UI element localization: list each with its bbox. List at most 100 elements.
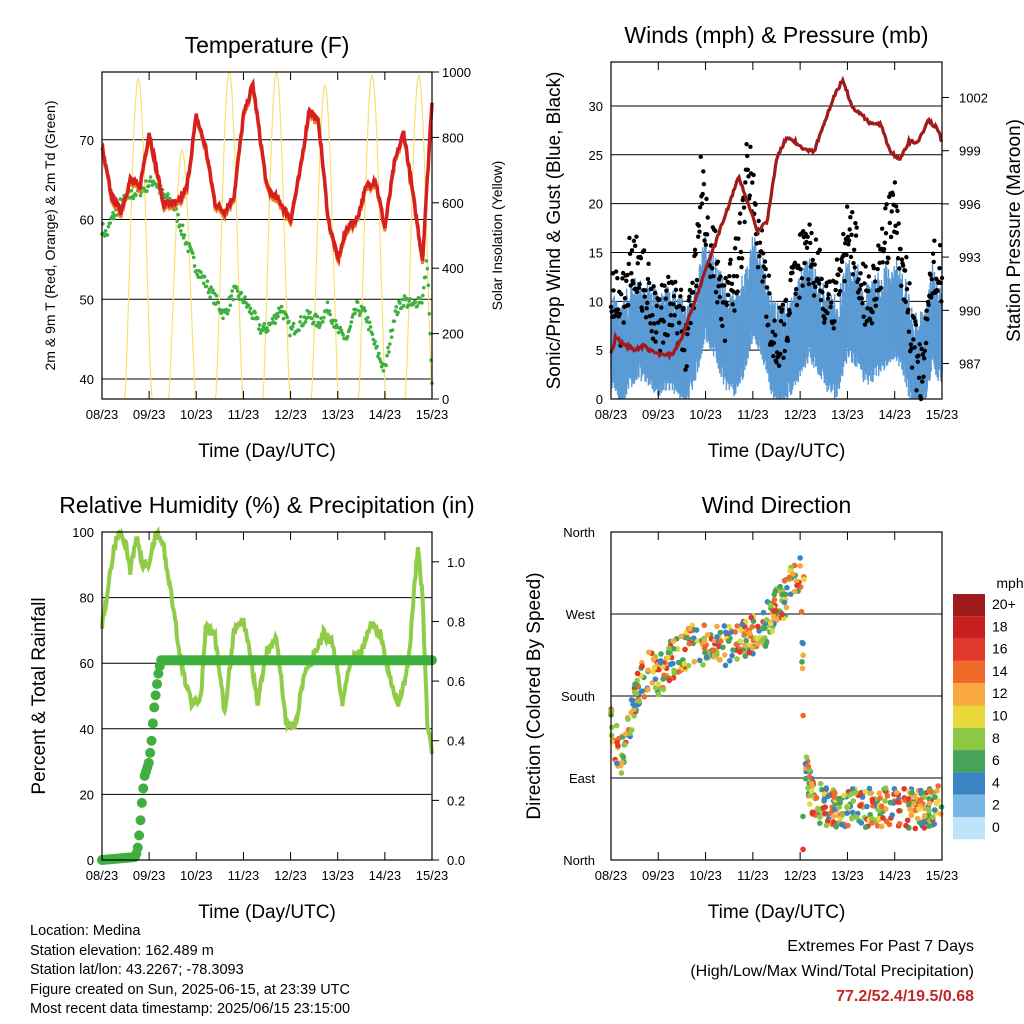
gust-point <box>799 276 805 281</box>
y-tick-label: East <box>569 771 595 786</box>
dewpoint-point <box>182 233 187 237</box>
precip-point <box>132 842 143 853</box>
dewpoint-point <box>266 328 270 333</box>
gust-point <box>807 222 812 227</box>
gust-point <box>632 243 638 249</box>
direction-point <box>769 628 776 635</box>
direction-point <box>625 716 631 722</box>
direction-point <box>937 811 944 817</box>
gust-point <box>650 312 655 318</box>
gust-point <box>665 333 670 338</box>
gust-point <box>617 311 623 317</box>
gust-point <box>771 340 777 346</box>
direction-point <box>746 630 753 636</box>
dewpoint-point <box>377 357 382 361</box>
dewpoint-point <box>387 350 391 354</box>
y-axis-label: Sonic/Prop Wind & Gust (Blue, Black) <box>544 72 565 390</box>
dewpoint-point <box>314 323 319 328</box>
gust-point <box>893 223 898 228</box>
gust-point <box>683 367 688 372</box>
gust-point <box>690 290 696 295</box>
dewpoint-point <box>105 233 110 237</box>
direction-point <box>636 698 643 705</box>
dewpoint-point <box>175 219 179 223</box>
dewpoint-point <box>239 290 244 295</box>
direction-point <box>838 821 845 828</box>
direction-point <box>882 798 888 804</box>
dewpoint-point <box>112 216 116 221</box>
gust-point <box>850 209 855 215</box>
direction-point <box>641 693 648 700</box>
direction-point <box>631 689 638 696</box>
gust-point <box>717 294 723 300</box>
direction-point <box>869 798 876 805</box>
direction-point <box>693 627 700 633</box>
dewpoint-point <box>270 316 275 321</box>
direction-point <box>806 801 813 807</box>
direction-point <box>935 783 941 789</box>
legend-swatch <box>953 683 985 706</box>
direction-point <box>667 661 674 668</box>
direction-point <box>704 632 711 638</box>
solar-series <box>357 73 387 400</box>
dewpoint-point <box>298 320 302 324</box>
gust-point <box>897 266 902 271</box>
dewpoint-point <box>265 326 269 330</box>
dewpoint-point <box>228 303 233 308</box>
direction-point <box>675 669 682 675</box>
direction-point <box>639 688 645 694</box>
plot-frame <box>101 531 433 861</box>
direction-point <box>686 640 692 647</box>
gust-point <box>844 204 850 209</box>
gust-point <box>677 304 682 309</box>
dewpoint-point <box>353 311 357 316</box>
direction-point <box>710 647 717 654</box>
precip-point <box>149 702 160 713</box>
y-tick-label: 0 <box>87 853 94 868</box>
gust-point <box>861 314 866 319</box>
gust-point <box>646 280 652 286</box>
direction-point <box>701 638 708 645</box>
gust-point <box>718 274 723 279</box>
direction-point <box>908 812 915 819</box>
direction-point <box>783 604 790 611</box>
direction-point <box>905 796 912 802</box>
y-tick-label: 50 <box>80 292 94 307</box>
gust-point <box>711 273 716 279</box>
gust-point <box>773 332 778 338</box>
direction-point <box>749 623 756 630</box>
y-tick-label: 30 <box>589 99 603 114</box>
gust-point <box>774 359 779 365</box>
y-tick-label: 0 <box>596 392 603 407</box>
dewpoint-point <box>425 266 430 271</box>
direction-point <box>831 806 838 813</box>
direction-point <box>896 807 902 814</box>
gust-point <box>652 290 658 296</box>
gust-point <box>776 363 782 368</box>
gust-point <box>919 346 924 352</box>
dewpoint-point <box>199 270 203 275</box>
direction-point <box>666 645 672 651</box>
direction-legend: mph 20+ 18 16 14 12 10 8 6 4 2 0 <box>953 575 1024 840</box>
legend-swatch <box>953 727 985 751</box>
y-tick-label: 10 <box>589 294 603 309</box>
gust-point <box>612 313 618 319</box>
legend-label: 2 <box>992 797 1000 813</box>
direction-point <box>821 810 828 817</box>
gust-point <box>615 275 620 281</box>
y-tick-label: 100 <box>72 525 94 540</box>
extremes-subtitle: (High/Low/Max Wind/Total Precipitation) <box>690 963 974 980</box>
gust-point <box>937 242 943 248</box>
y-tick-label: 60 <box>80 213 94 228</box>
y2-tick-label: 987 <box>959 357 981 372</box>
x-tick-label: 14/23 <box>369 868 402 883</box>
gust-point <box>794 302 800 308</box>
gust-point <box>882 240 887 245</box>
dewpoint-point <box>108 221 113 225</box>
direction-point <box>800 652 806 659</box>
gust-point <box>810 257 815 263</box>
gust-point <box>867 317 873 322</box>
dewpoint-point <box>336 330 341 335</box>
direction-point <box>893 789 900 796</box>
direction-point <box>921 825 928 831</box>
